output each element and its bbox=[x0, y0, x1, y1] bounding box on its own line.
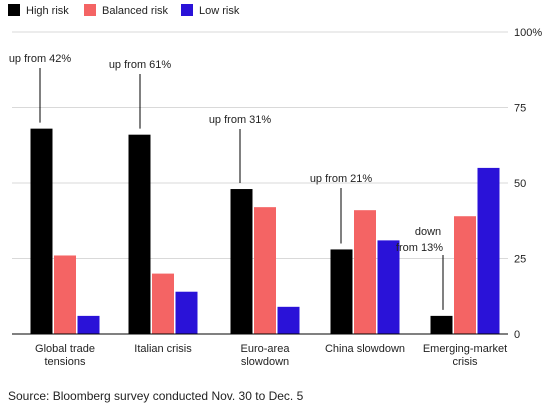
annotation-label: up from 61% bbox=[109, 59, 172, 71]
bar-high-risk bbox=[30, 128, 53, 334]
legend-label: Balanced risk bbox=[102, 5, 169, 17]
legend-swatch bbox=[84, 4, 96, 16]
annotations: up from 42% up from 61% up from 31% up from… bbox=[9, 53, 444, 310]
bar-high-risk bbox=[230, 189, 253, 334]
bar-low-risk bbox=[77, 315, 100, 334]
bar-low-risk bbox=[277, 306, 300, 334]
legend: High risk Balanced risk Low risk bbox=[8, 4, 240, 17]
bar-low-risk bbox=[377, 240, 400, 334]
annotation-label: from 13% bbox=[396, 242, 443, 254]
bar-balanced-risk bbox=[152, 273, 174, 334]
bar-balanced-risk bbox=[454, 216, 476, 334]
x-tick-label: Global trade bbox=[35, 343, 95, 355]
bar-balanced-risk bbox=[54, 255, 76, 334]
x-tick-label: China slowdown bbox=[325, 343, 405, 355]
bar-balanced-risk bbox=[354, 210, 376, 334]
bars bbox=[30, 128, 500, 334]
annotation-label: up from 31% bbox=[209, 114, 272, 126]
legend-label: High risk bbox=[26, 5, 69, 17]
legend-swatch bbox=[8, 4, 20, 16]
bar-low-risk bbox=[477, 167, 500, 334]
legend-swatch bbox=[181, 4, 193, 16]
y-tick-label: 25 bbox=[514, 254, 526, 266]
annotation-label: up from 42% bbox=[9, 53, 72, 65]
x-tick-label: Italian crisis bbox=[134, 343, 192, 355]
y-tick-label: 50 bbox=[514, 178, 526, 190]
source-note: Source: Bloomberg survey conducted Nov. … bbox=[8, 389, 304, 403]
y-tick-label: 0 bbox=[514, 329, 520, 341]
x-tick-label: Euro-area bbox=[241, 343, 291, 355]
bar-high-risk bbox=[430, 315, 453, 334]
legend-label: Low risk bbox=[199, 5, 240, 17]
bar-high-risk bbox=[330, 249, 353, 334]
y-tick-label: 100% bbox=[514, 27, 542, 39]
x-tick-label: tensions bbox=[45, 356, 86, 368]
y-tick-label: 75 bbox=[514, 103, 526, 115]
annotation-label: up from 21% bbox=[310, 173, 373, 185]
x-tick-label: slowdown bbox=[241, 356, 289, 368]
x-tick-label: crisis bbox=[452, 356, 478, 368]
bar-high-risk bbox=[128, 134, 151, 334]
bar-balanced-risk bbox=[254, 207, 276, 334]
annotation-label: down bbox=[415, 226, 441, 238]
x-tick-label: Emerging-market bbox=[423, 343, 507, 355]
bar-low-risk bbox=[175, 291, 198, 334]
